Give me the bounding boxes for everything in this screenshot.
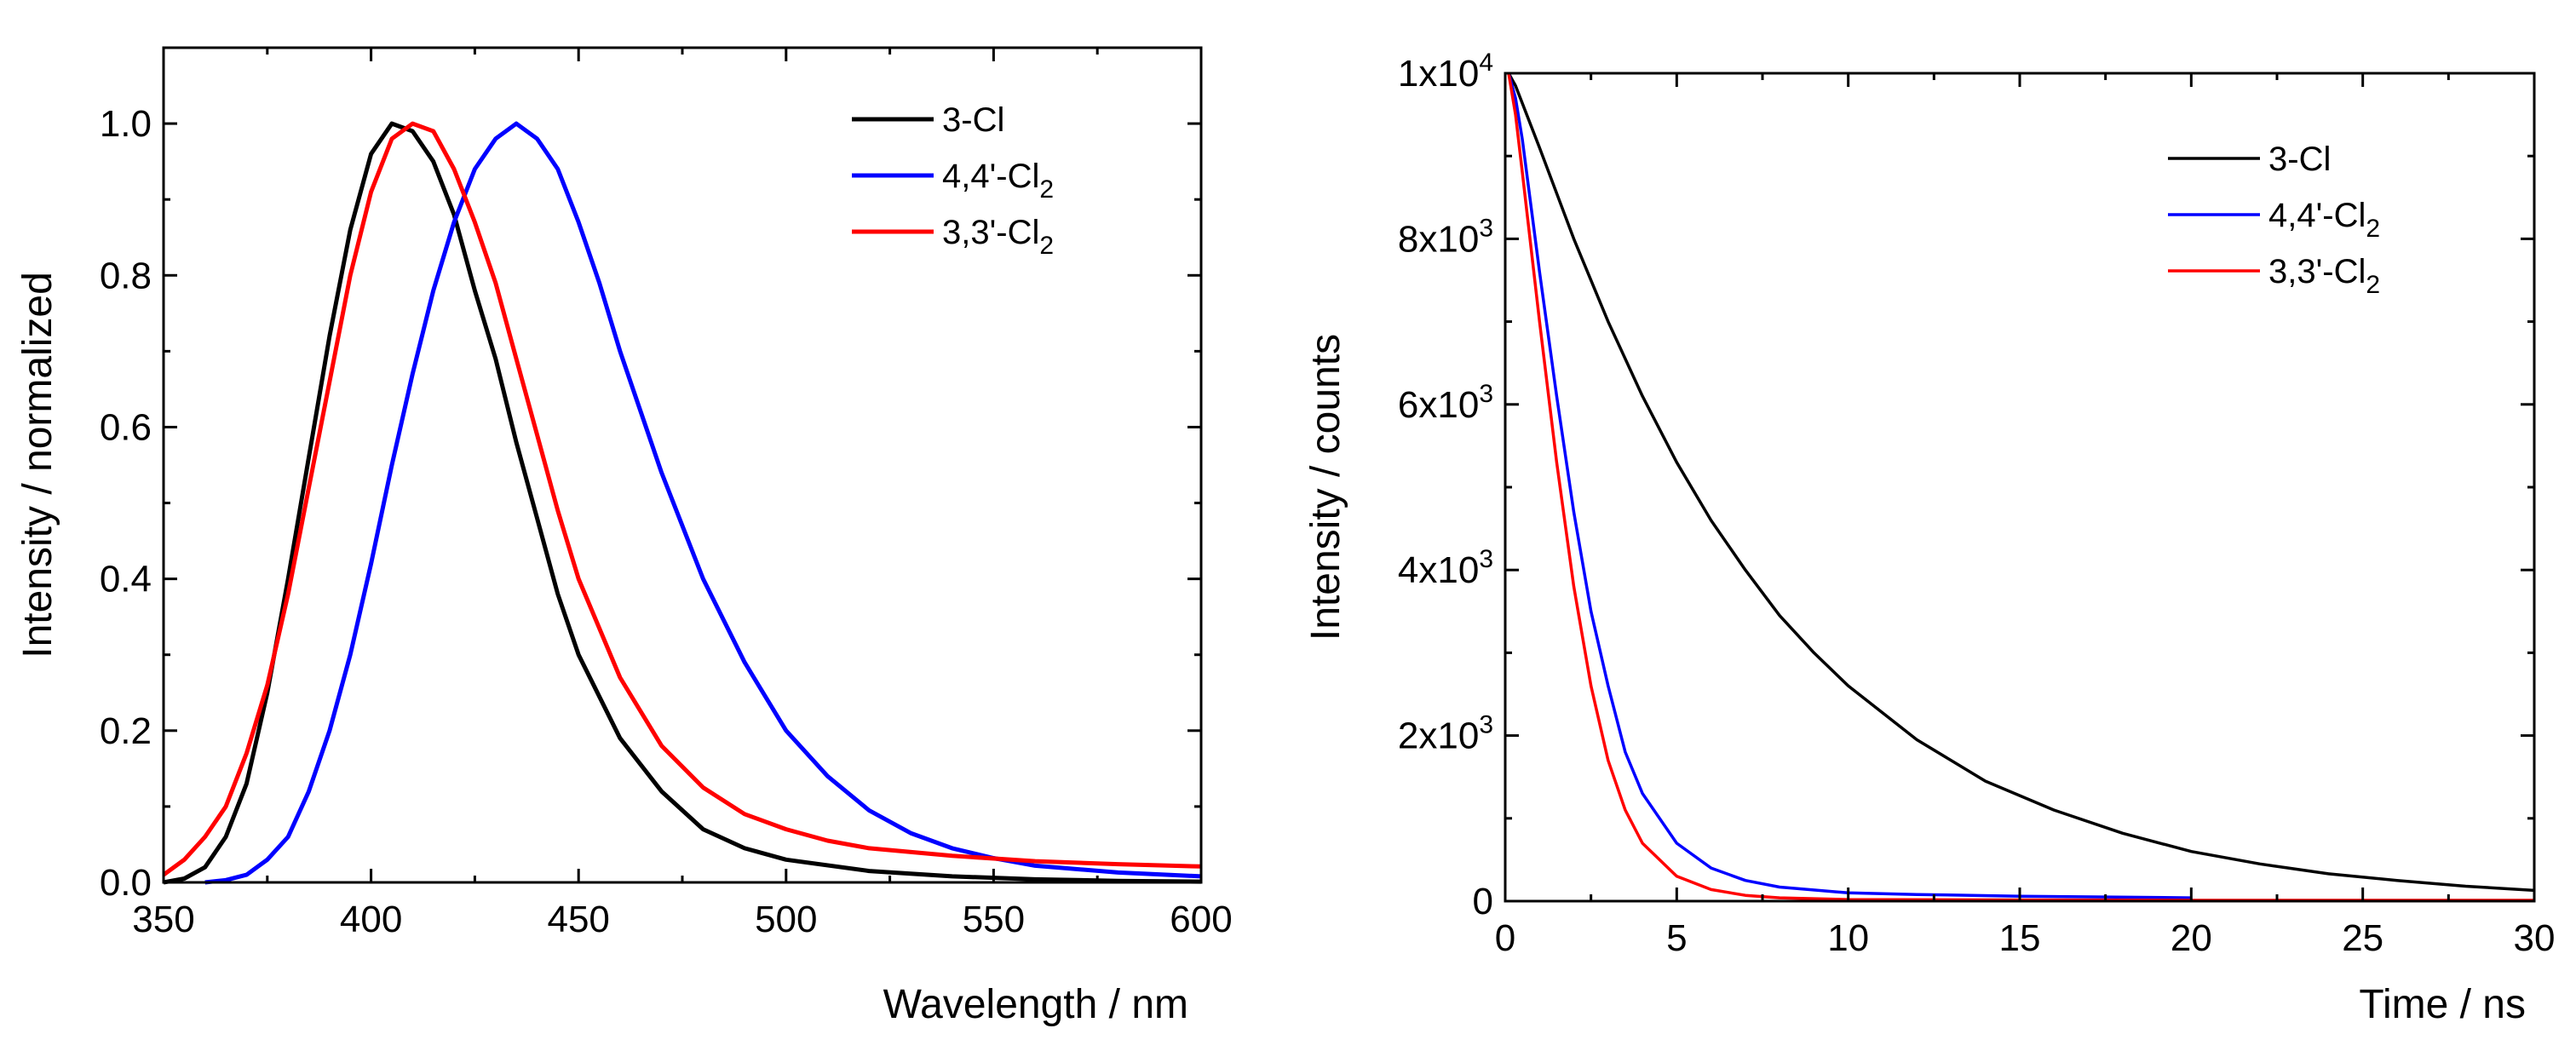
x-tick-label: 25 <box>2342 917 2383 959</box>
y-tick-label: 0.4 <box>100 559 152 600</box>
x-tick-label: 5 <box>1666 917 1687 959</box>
x-tick-label: 10 <box>1827 917 1869 959</box>
x-tick-label: 450 <box>547 899 609 940</box>
series-line-emission-2 <box>162 121 1202 877</box>
series-line-decay-1 <box>1507 72 2192 899</box>
series-line-decay-0 <box>1507 72 2535 893</box>
y-tick-label: 0.0 <box>100 862 152 904</box>
y-tick-label: 4x103 <box>1398 545 1493 591</box>
x-tick-label: 400 <box>340 899 402 940</box>
y-tick-label: 6x103 <box>1398 380 1493 426</box>
y-tick-label: 1.0 <box>100 103 152 145</box>
legend-label: 3,3'-Cl2 <box>942 214 1054 260</box>
x-tick-label: 600 <box>1170 899 1232 940</box>
y-tick-label: 0 <box>1473 881 1493 922</box>
x-tick-label: 30 <box>2514 917 2556 959</box>
x-tick-label: 500 <box>755 899 817 940</box>
y-tick-label: 2x103 <box>1398 711 1493 757</box>
y-tick-label: 1x104 <box>1398 49 1493 95</box>
x-tick-label: 350 <box>132 899 194 940</box>
legend-label: 3-Cl <box>942 101 1004 139</box>
y-axis-title: Intensity / counts <box>1303 334 1348 641</box>
y-tick-label: 0.2 <box>100 710 152 752</box>
x-axis-title: Wavelength / nm <box>883 982 1188 1027</box>
y-tick-label: 0.8 <box>100 255 152 296</box>
legend-label: 4,4'-Cl2 <box>942 158 1054 204</box>
plot-frame-decay <box>1504 72 2536 903</box>
series-line-emission-0 <box>163 121 1202 885</box>
y-tick-label: 0.6 <box>100 406 152 448</box>
legend-label: 4,4'-Cl2 <box>2268 197 2380 243</box>
series-line-emission-1 <box>204 121 1202 885</box>
y-tick-label: 8x103 <box>1398 214 1493 260</box>
x-tick-label: 0 <box>1495 917 1515 959</box>
series-line-decay-2 <box>1507 72 2534 902</box>
x-tick-label: 15 <box>1999 917 2041 959</box>
decay-chart: 0 5 10 15 20 25 30 0 2x103 4x103 6x103 8x103 1x104 Ti… <box>1303 49 2555 1027</box>
emission-chart: 350 400 450 500 550 600 0.0 0.2 0.4 0.6 0.8 1.0 Wave… <box>15 46 1233 1027</box>
legend-label: 3-Cl <box>2268 141 2331 178</box>
y-axis-title: Intensity / normalized <box>15 272 60 658</box>
x-tick-label: 550 <box>963 899 1025 940</box>
x-tick-label: 20 <box>2171 917 2212 959</box>
x-axis-title: Time / ns <box>2359 982 2526 1027</box>
legend-label: 3,3'-Cl2 <box>2268 253 2380 299</box>
